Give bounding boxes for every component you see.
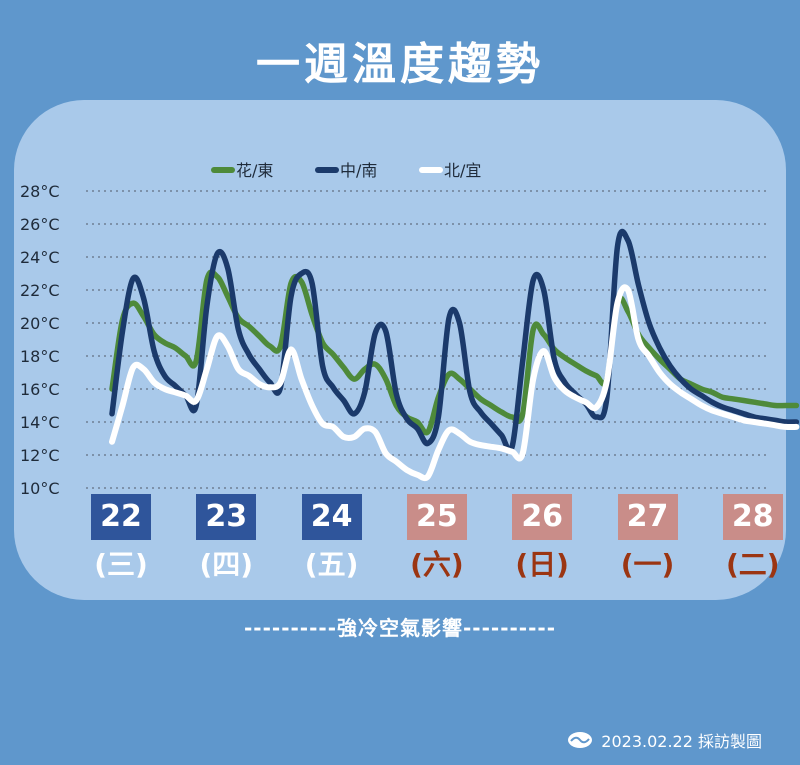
day-date-box: 28 (722, 494, 783, 540)
series-line-south (109, 228, 800, 454)
y-tick-label: 24°C (20, 248, 60, 267)
day-date-box: 23 (196, 494, 257, 540)
day-weekday-label: (五) (304, 548, 359, 581)
series-line-east (109, 269, 800, 436)
day-date-box: 22 (91, 494, 151, 540)
day-weekday-label: (日) (515, 548, 569, 581)
y-tick-label: 14°C (20, 413, 60, 432)
legend-label-east: 花/東 (236, 161, 273, 180)
y-tick-label: 26°C (20, 215, 60, 234)
day-weekday-label: (一) (620, 548, 675, 581)
y-tick-label: 18°C (20, 347, 60, 366)
y-tick-label: 10°C (20, 479, 60, 498)
day-weekday-label: (四) (199, 548, 254, 581)
legend-label-north: 北/宜 (444, 161, 481, 180)
y-tick-label: 20°C (20, 314, 60, 333)
cwb-logo-icon (568, 732, 593, 748)
credit-text: 2023.02.22 採訪製圖 (601, 732, 762, 751)
legend: 花/東 中/南 北/宜 (211, 161, 481, 180)
page-title: 一週溫度趨勢 (256, 39, 544, 90)
day-weekday-label: (二) (725, 548, 780, 581)
y-axis: 10°C 12°C 14°C 16°C 18°C 20°C 22°C 24°C 26°C 28°C (20, 182, 60, 498)
day-weekday-label: (三) (94, 548, 148, 581)
credit: 2023.02.22 採訪製圖 (567, 728, 762, 752)
series-lines (109, 228, 800, 482)
cold-air-note: ----------強冷空氣影響---------- (243, 616, 556, 640)
legend-label-south: 中/南 (340, 161, 377, 180)
day-date-box: 26 (512, 494, 573, 540)
y-tick-label: 16°C (20, 380, 60, 399)
day-date-box: 24 (301, 494, 362, 540)
y-tick-label: 12°C (20, 446, 60, 465)
day-weekday-label: (六) (410, 548, 464, 581)
day-date-box: 27 (617, 494, 678, 540)
y-tick-label: 22°C (20, 281, 60, 300)
temperature-chart: 10°C 12°C 14°C 16°C 18°C 20°C 22°C 24°C 26°C 28°C… (20, 161, 800, 498)
day-date-box: 25 (406, 494, 467, 540)
series-line-north (109, 284, 800, 482)
y-tick-label: 28°C (20, 182, 60, 201)
